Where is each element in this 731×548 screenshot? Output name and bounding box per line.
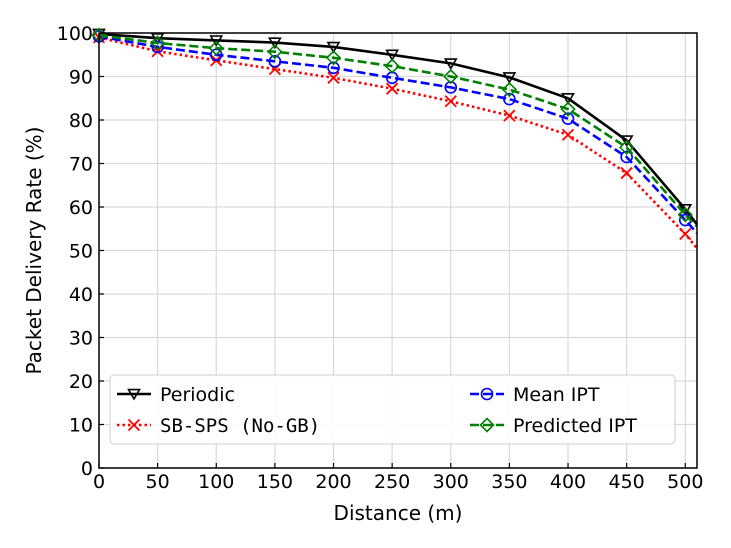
y-tick-label: 10 [69,415,93,437]
series-layer [91,27,699,250]
data-point [561,128,575,141]
data-point [386,82,399,95]
x-tick-label: 50 [146,471,170,493]
data-point [149,35,166,51]
data-point [267,44,283,60]
x-tick-label: 0 [93,471,105,493]
data-point [267,37,282,50]
x-marker-stroke [444,95,457,108]
data-point [443,68,459,85]
legend-item: SB-SPS (No-GB) [117,415,320,437]
legend-box [109,374,676,445]
y-tick-label: 100 [57,23,93,45]
series-line-predicted-ipt [98,33,698,228]
x-tick-label: 200 [315,471,351,493]
legend-label: Periodic [160,384,235,406]
legend-marker [480,387,494,401]
data-point [561,93,575,105]
x-axis-title: Distance (m) [334,501,463,525]
y-tick-label: 90 [69,67,93,89]
legend-label: Predicted IPT [513,415,637,437]
data-point [503,109,516,122]
x-tick-label: 450 [609,471,645,493]
x-tick-label: 300 [433,471,469,493]
data-point [385,49,400,62]
y-tick-label: 80 [69,110,93,132]
x-tick-label: 400 [550,471,586,493]
legend: Periodic SB-SPS (No-GB) Mean IPT Predicted … [109,374,676,445]
legend-marker [479,417,495,433]
legend-label: Mean IPT [513,384,600,406]
legend-marker [127,388,141,401]
x-marker-stroke [151,45,164,58]
data-point [268,54,282,68]
legend-marker [127,418,141,432]
y-tick-label: 20 [69,371,93,393]
data-point [151,40,164,54]
series-line-periodic [98,32,699,226]
data-point [619,135,634,147]
data-point [208,40,224,56]
x-tick-label: 500 [667,471,703,493]
data-point [678,203,693,216]
data-point [677,207,693,223]
data-point [151,45,164,58]
data-point [209,35,224,47]
legend-item: Mean IPT [470,384,600,406]
data-point [501,81,518,98]
legend-item: Predicted IPT [470,415,637,437]
data-point [327,71,340,84]
data-point [384,58,400,74]
x-tick-label: 100 [198,471,234,493]
data-point [444,95,457,108]
y-tick-label: 50 [69,241,93,263]
x-tick-label: 150 [257,471,293,493]
data-point [326,41,341,54]
x-tick-label: 250 [374,471,410,493]
data-point [325,50,342,66]
data-point [443,58,458,70]
series-line-mean-ipt [98,35,698,234]
x-tick-label: 350 [491,471,527,493]
data-point [502,72,517,84]
y-tick-label: 70 [69,154,93,176]
data-point [620,150,633,164]
x-marker-stroke [127,418,141,432]
data-point [327,61,340,75]
axis-ticks: 0 50 100 150 200 250 300 350 400 450 500 0 10 20 30 40 5… [57,23,704,493]
data-point [560,101,576,117]
x-marker-stroke [561,128,575,141]
data-point [503,92,516,106]
y-tick-label: 40 [69,284,93,306]
data-point [619,139,635,156]
y-tick-label: 30 [69,328,93,350]
x-marker-stroke [679,227,692,241]
x-marker-stroke [327,71,340,84]
x-marker-stroke [620,166,633,180]
legend-item: Periodic [117,384,235,406]
data-point [620,166,633,180]
y-tick-label: 0 [81,458,93,480]
y-axis-title: Packet Delivery Rate (%) [22,127,46,375]
data-point [679,227,692,241]
data-point [561,112,575,125]
y-tick-label: 60 [69,197,93,219]
x-marker-stroke [386,82,399,95]
x-marker-stroke [503,109,516,122]
legend-label: SB-SPS (No-GB) [160,415,320,437]
